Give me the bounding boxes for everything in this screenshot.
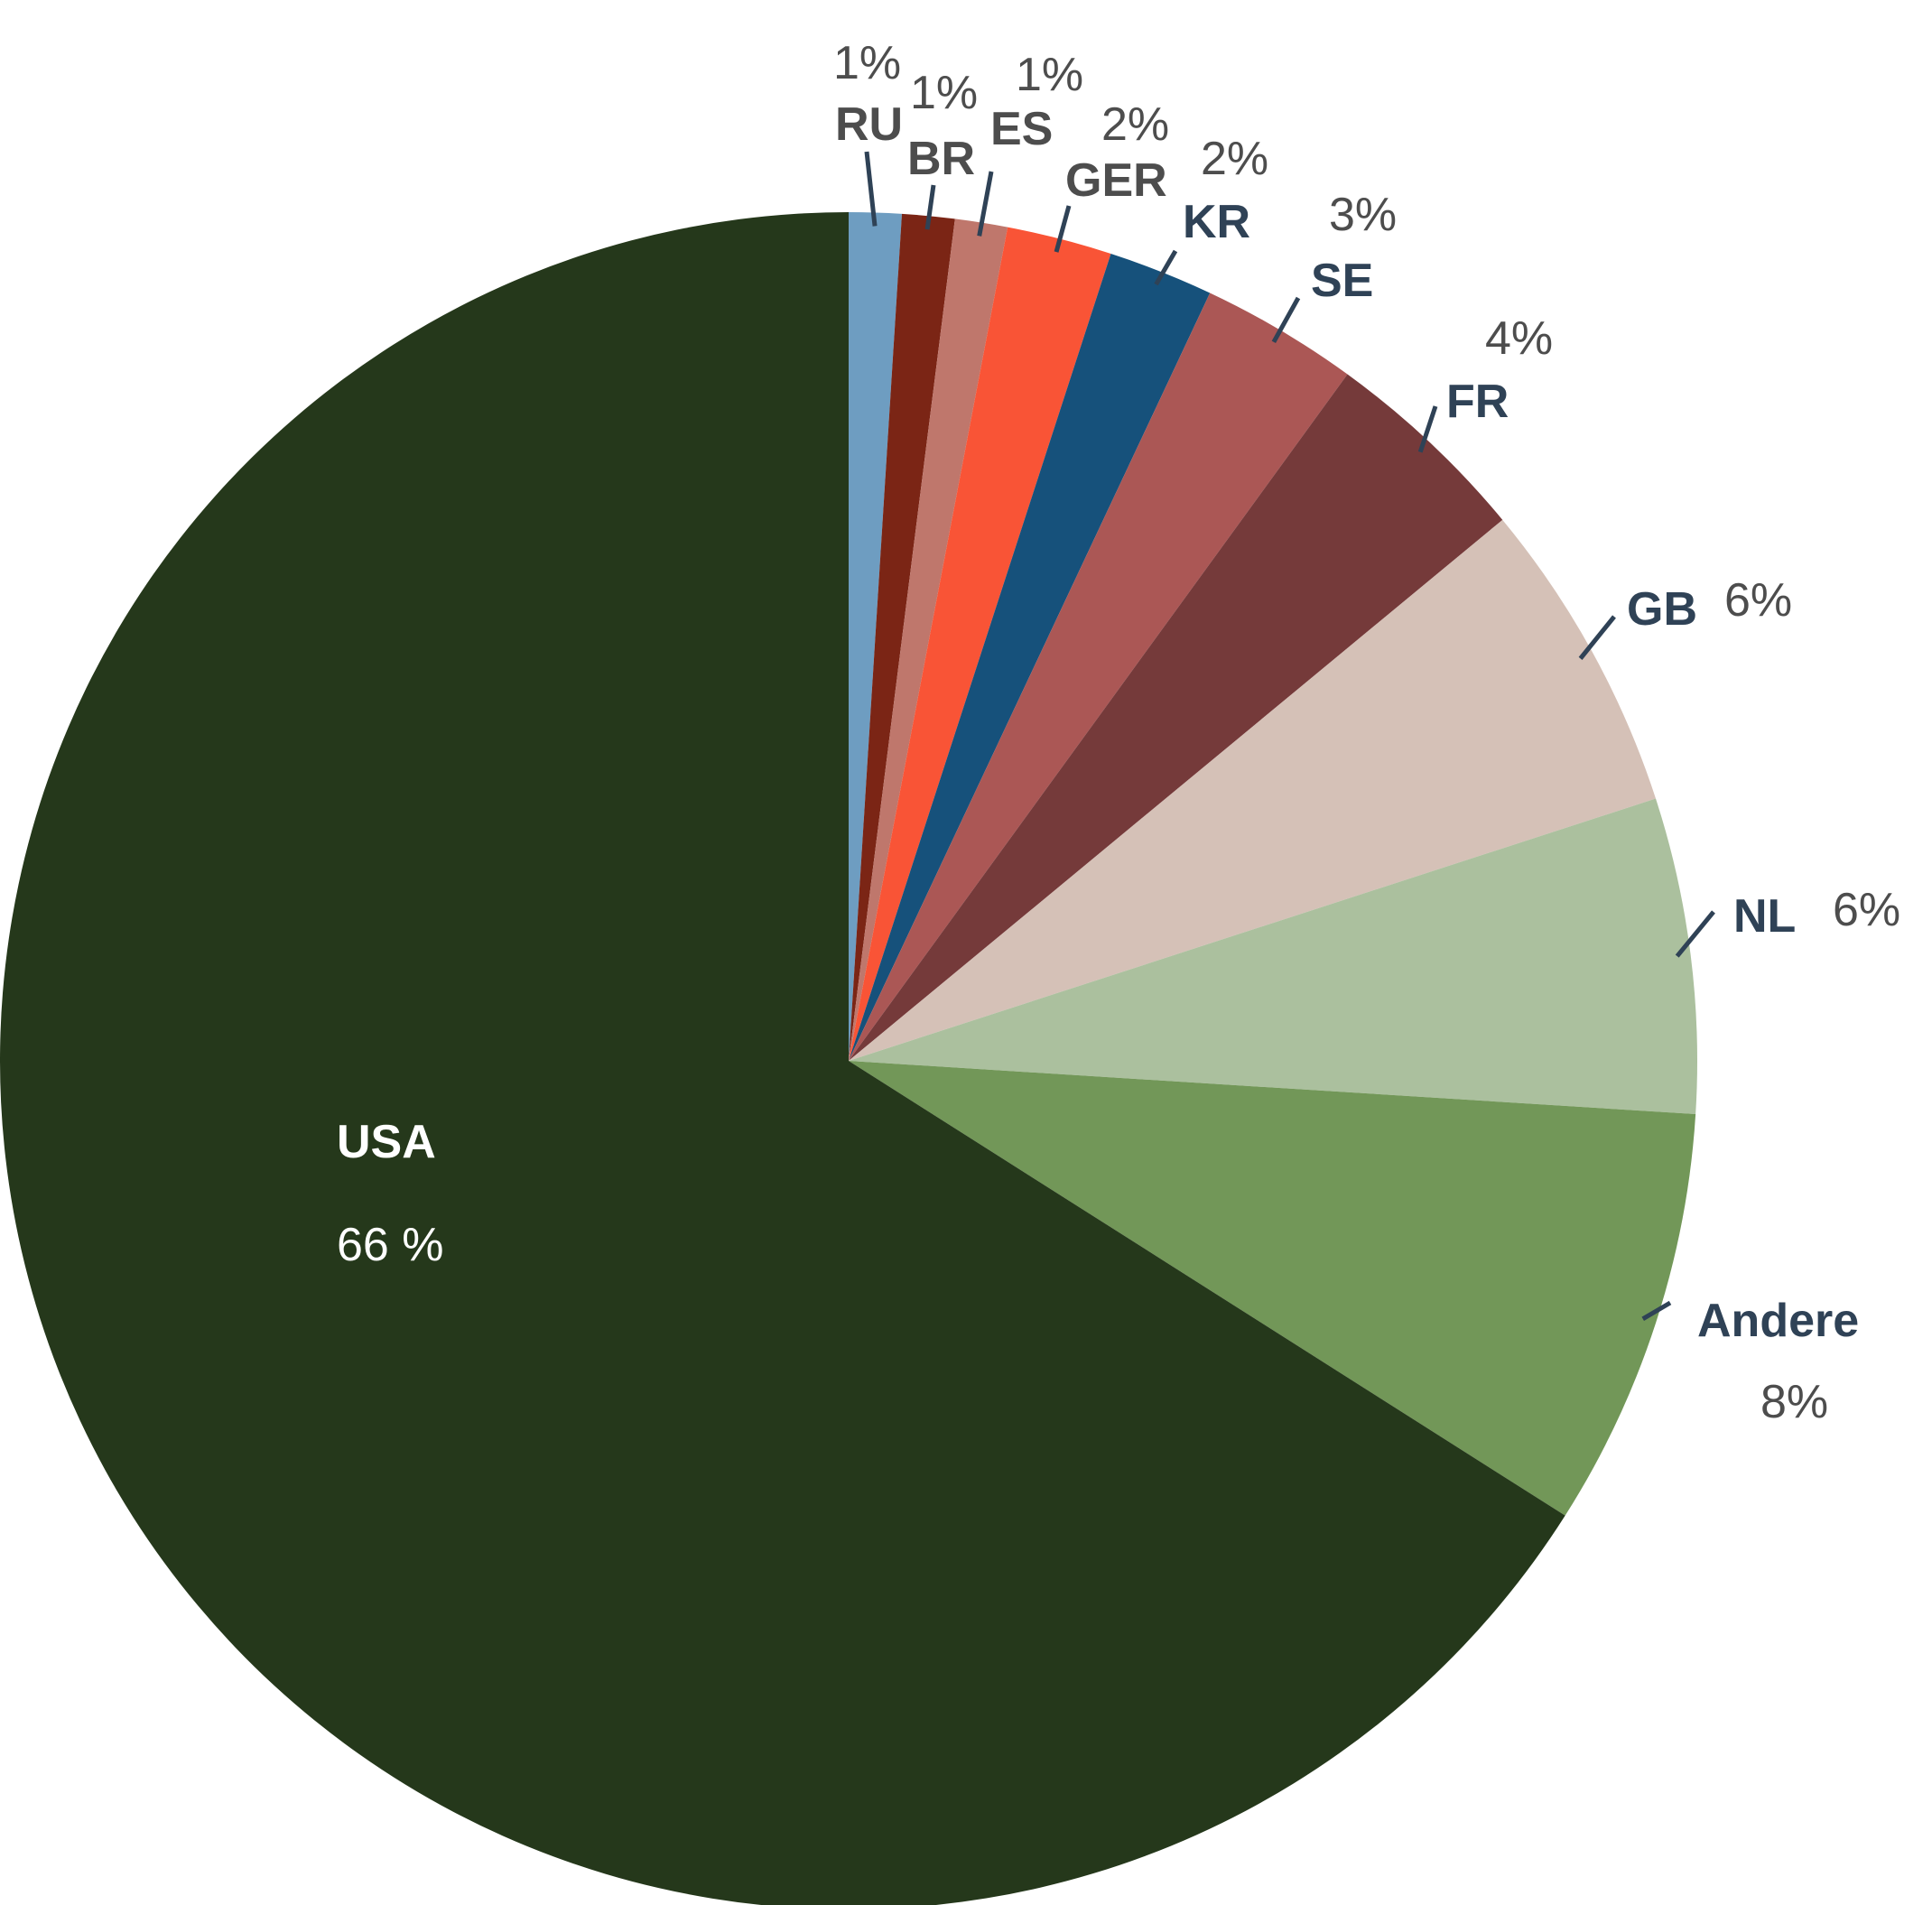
leader-line-kr bbox=[1154, 249, 1178, 286]
pie-slice-es bbox=[849, 218, 1008, 1062]
slice-value-fr: 4% bbox=[1485, 312, 1553, 365]
slice-value-br: 1% bbox=[910, 67, 978, 119]
pie-slices bbox=[0, 212, 1697, 1905]
pie-slice-ru bbox=[849, 212, 903, 1061]
slice-label-ger: GER bbox=[1065, 154, 1167, 207]
leader-line-es bbox=[977, 171, 994, 237]
leader-line-se bbox=[1271, 296, 1301, 344]
slice-label-es: ES bbox=[990, 103, 1053, 155]
leader-line-fr bbox=[1417, 405, 1438, 453]
leader-lines bbox=[864, 151, 1715, 1321]
leader-line-br bbox=[924, 184, 936, 230]
leader-line-andere bbox=[1641, 1300, 1672, 1321]
slice-label-andere: Andere bbox=[1697, 1295, 1859, 1347]
slice-value-nl: 6% bbox=[1833, 884, 1900, 936]
slice-label-nl: NL bbox=[1733, 890, 1796, 943]
slice-label-kr: KR bbox=[1183, 196, 1250, 248]
slice-value-kr: 2% bbox=[1201, 133, 1268, 185]
leader-line-ger bbox=[1054, 205, 1072, 253]
slice-label-ru: RU bbox=[835, 98, 903, 151]
pie-slice-nl bbox=[849, 798, 1697, 1115]
slice-value-gb: 6% bbox=[1724, 574, 1792, 627]
slice-value-ger: 2% bbox=[1101, 98, 1169, 151]
slice-value-usa: 66 % bbox=[337, 1219, 444, 1271]
pie-slice-fr bbox=[849, 374, 1503, 1061]
leader-line-gb bbox=[1578, 615, 1616, 660]
pie-slice-br bbox=[849, 213, 955, 1062]
slice-value-ru: 1% bbox=[833, 37, 901, 89]
slice-value-se: 3% bbox=[1329, 189, 1397, 241]
slice-value-es: 1% bbox=[1016, 49, 1083, 101]
pie-slice-usa bbox=[0, 212, 1565, 1905]
leader-line-nl bbox=[1675, 910, 1715, 958]
pie-slice-ger bbox=[849, 227, 1111, 1062]
slice-label-br: BR bbox=[907, 133, 975, 185]
pie-slice-gb bbox=[849, 519, 1656, 1061]
pie-slice-andere bbox=[849, 1061, 1696, 1516]
leader-line-ru bbox=[864, 151, 878, 227]
slice-label-usa: USA bbox=[337, 1116, 436, 1168]
pie-slice-se bbox=[849, 293, 1348, 1061]
pie-slice-kr bbox=[849, 254, 1211, 1062]
slice-label-se: SE bbox=[1311, 255, 1373, 307]
slice-label-fr: FR bbox=[1446, 376, 1509, 428]
slice-value-andere: 8% bbox=[1760, 1376, 1828, 1428]
slice-label-gb: GB bbox=[1627, 583, 1697, 636]
